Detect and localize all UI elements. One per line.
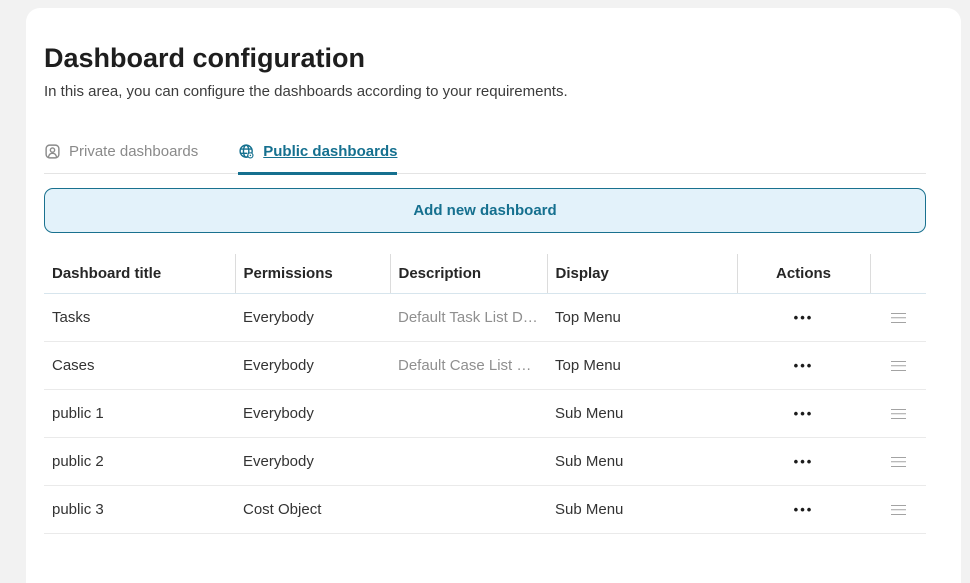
column-header-permissions: Permissions: [234, 254, 390, 294]
row-actions-button[interactable]: •••: [793, 357, 814, 373]
permissions-cell: Everybody: [235, 437, 390, 486]
table-row: Tasks Everybody Default Task List Da… To…: [44, 293, 926, 342]
add-new-dashboard-button[interactable]: Add new dashboard: [44, 188, 926, 233]
table-row: public 3 Cost Object Sub Menu •••: [44, 485, 926, 534]
dashboard-title-cell: Tasks: [44, 293, 235, 342]
drag-handle-icon[interactable]: [890, 360, 906, 371]
drag-handle-icon[interactable]: [890, 312, 906, 323]
drag-handle-icon[interactable]: [890, 456, 906, 467]
drag-handle-icon[interactable]: [890, 504, 906, 515]
globe-gear-icon: [238, 143, 255, 160]
description-cell: [390, 485, 547, 534]
display-cell: Sub Menu: [547, 437, 737, 486]
permissions-cell: Everybody: [235, 389, 390, 438]
tab-private-dashboards[interactable]: Private dashboards: [44, 143, 198, 175]
display-cell: Sub Menu: [547, 389, 737, 438]
dashboard-configuration-card: Dashboard configuration In this area, yo…: [26, 8, 961, 583]
table-row: public 2 Everybody Sub Menu •••: [44, 437, 926, 486]
column-header-actions: Actions: [736, 254, 870, 294]
dashboard-title-cell: public 2: [44, 437, 235, 486]
dashboard-title-cell: public 3: [44, 485, 235, 534]
row-actions-button[interactable]: •••: [793, 405, 814, 421]
display-cell: Sub Menu: [547, 485, 737, 534]
permissions-cell: Cost Object: [235, 485, 390, 534]
page-title: Dashboard configuration: [44, 43, 366, 73]
page-subtitle: In this area, you can configure the dash…: [44, 83, 568, 100]
description-cell: Default Task List Da…: [390, 293, 547, 342]
description-cell: [390, 437, 547, 486]
display-cell: Top Menu: [547, 341, 737, 390]
table-row: public 1 Everybody Sub Menu •••: [44, 389, 926, 438]
dashboard-title-cell: public 1: [44, 389, 235, 438]
dashboard-title-cell: Cases: [44, 341, 235, 390]
description-cell: Default Case List D…: [390, 341, 547, 390]
column-header-display: Display: [546, 254, 737, 294]
row-actions-button[interactable]: •••: [793, 501, 814, 517]
tab-label: Private dashboards: [69, 143, 199, 160]
permissions-cell: Everybody: [235, 293, 390, 342]
tab-label: Public dashboards: [263, 143, 398, 160]
row-actions-button[interactable]: •••: [793, 309, 814, 325]
display-cell: Top Menu: [547, 293, 737, 342]
dashboard-tabs: Private dashboards Public dashboards: [44, 143, 926, 175]
drag-handle-icon[interactable]: [890, 408, 906, 419]
column-header-description: Description: [389, 254, 547, 294]
table-header-row: Dashboard title Permissions Description …: [44, 254, 926, 294]
user-badge-icon: [44, 143, 61, 160]
column-header-drag: [869, 254, 926, 294]
table-row: Cases Everybody Default Case List D… Top…: [44, 341, 926, 390]
description-cell: [390, 389, 547, 438]
permissions-cell: Everybody: [235, 341, 390, 390]
dashboards-table: Dashboard title Permissions Description …: [44, 254, 926, 534]
row-actions-button[interactable]: •••: [793, 453, 814, 469]
tab-public-dashboards[interactable]: Public dashboards: [238, 143, 398, 175]
column-header-dashboard-title: Dashboard title: [44, 254, 235, 294]
